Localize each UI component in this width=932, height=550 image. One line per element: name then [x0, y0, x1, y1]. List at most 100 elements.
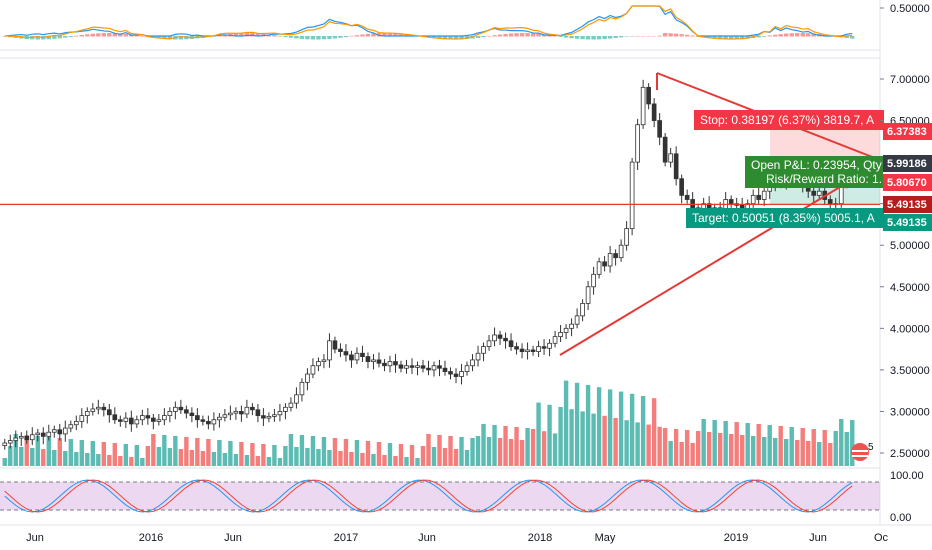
macd-histogram-bar: [800, 33, 805, 37]
candle: [211, 419, 217, 425]
candle: [239, 411, 244, 415]
volume-bar: [85, 453, 90, 466]
candle: [244, 406, 250, 415]
candle: [651, 103, 657, 121]
stochastic-pane[interactable]: [0, 479, 880, 513]
volume-bar: [310, 436, 316, 466]
pnl-flag[interactable]: Open P&L: 0.23954, Qty Risk/Reward Ratio…: [745, 156, 883, 188]
volume-bar: [773, 438, 778, 466]
candle: [541, 346, 547, 349]
candle: [607, 253, 613, 267]
volume-bar: [13, 434, 18, 466]
volume-bar: [338, 451, 343, 466]
candle: [409, 365, 415, 368]
volume-bar: [558, 407, 563, 466]
candle: [250, 406, 255, 411]
macd-histogram-bar: [795, 33, 800, 37]
volume-bar: [167, 448, 173, 466]
candle: [382, 362, 387, 367]
macd-histogram-bar: [761, 36, 767, 37]
volume-bar: [365, 441, 371, 466]
candle: [371, 359, 376, 362]
candle: [321, 359, 327, 362]
macd-histogram-bar: [112, 33, 118, 37]
macd-histogram-bar: [349, 35, 354, 37]
line-price-tag: 5.49135: [883, 196, 932, 213]
volume-bar: [321, 437, 327, 466]
volume-bar: [101, 442, 107, 466]
candle: [574, 315, 580, 325]
macd-histogram-bar: [745, 36, 750, 39]
macd-histogram-bar: [294, 36, 299, 39]
candle: [24, 435, 30, 441]
candle: [387, 361, 393, 367]
volume-bar: [415, 458, 420, 466]
macd-histogram-bar: [459, 36, 464, 40]
candle: [492, 334, 497, 342]
volume-bar: [607, 389, 613, 466]
candle: [206, 421, 211, 425]
candle: [431, 365, 437, 371]
volume-bar: [806, 441, 811, 466]
volume-bar: [569, 409, 574, 466]
candle: [200, 419, 206, 422]
current-price-text: 5.99186: [887, 158, 927, 170]
volume-bar: [200, 451, 206, 466]
volume-bar: [536, 402, 541, 466]
candlestick-series[interactable]: [2, 79, 855, 450]
volume-bar: [470, 438, 475, 466]
macd-histogram-bar: [283, 36, 288, 38]
volume-bar: [778, 426, 783, 466]
target-flag[interactable]: Target: 0.50051 (8.35%) 5005.1, A: [686, 208, 884, 228]
macd-histogram-bar: [167, 36, 173, 40]
macd-histogram-bar: [591, 36, 596, 40]
candle: [376, 359, 382, 364]
price-axis-label: 7.00000: [890, 74, 930, 86]
macd-histogram-bar: [46, 36, 51, 40]
volume-bar: [701, 419, 706, 466]
macd-histogram-bar: [310, 36, 316, 40]
volume-bar: [30, 448, 35, 466]
volume-bar: [233, 454, 239, 466]
volume-bar: [673, 429, 679, 466]
stoch-axis[interactable]: 100.00 0.00: [890, 470, 924, 524]
candle: [338, 348, 343, 353]
macd-pane[interactable]: [2, 5, 855, 40]
volume-bar: [784, 439, 789, 466]
volume-bar: [112, 443, 118, 466]
candle: [299, 381, 305, 396]
macd-histogram-bar: [68, 36, 73, 37]
risk-reward-text: Risk/Reward Ratio: 1.: [766, 172, 882, 186]
line-price-text: 5.49135: [887, 199, 927, 211]
candle: [558, 332, 563, 338]
candle: [750, 194, 756, 205]
volume-bar: [651, 398, 657, 466]
candle: [426, 367, 431, 371]
stop-flag[interactable]: Stop: 0.38197 (6.37%) 3819.7, A: [694, 110, 884, 130]
candle: [657, 120, 662, 138]
macd-histogram-bar: [497, 34, 503, 37]
macd-histogram-bar: [508, 33, 514, 37]
candle: [73, 421, 79, 426]
macd-histogram-bar: [365, 33, 371, 37]
volume-bar: [426, 434, 431, 466]
candle: [591, 273, 596, 288]
volume-bar: [239, 442, 244, 466]
volume-bar: [35, 436, 40, 466]
time-axis[interactable]: Jun 2016 Jun 2017 Jun 2018 May 2019 Jun Oc: [26, 532, 888, 544]
volume-bar: [547, 404, 552, 466]
volume-bar: [398, 444, 404, 466]
macd-histogram-bar: [79, 34, 84, 37]
volume-bar: [712, 420, 717, 466]
events-badge[interactable]: 5: [851, 442, 874, 461]
candle: [195, 415, 200, 421]
macd-histogram-bar: [305, 36, 310, 40]
volume-bar: [90, 441, 96, 466]
macd-axis[interactable]: 0.50000: [880, 3, 930, 15]
macd-histogram-bar: [393, 33, 398, 37]
macd-histogram-bar: [57, 36, 62, 39]
macd-line: [4, 5, 853, 37]
macd-histogram-bar: [327, 36, 332, 39]
